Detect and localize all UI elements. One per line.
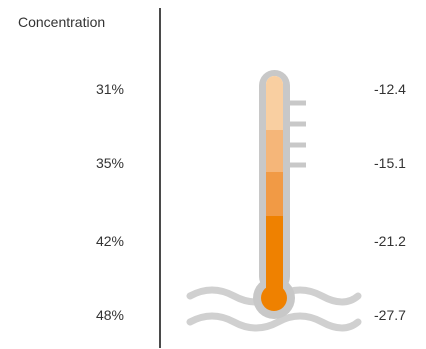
segment-1-square [266,90,283,130]
divider-line [159,8,161,348]
concentration-31: 31% [95,81,124,97]
value-12-4: -12.4 [374,81,406,97]
value-21-2: -21.2 [374,233,406,249]
thermometer-bulb [261,285,287,311]
segment-2 [266,130,283,172]
thermometer-icon [253,70,295,319]
value-15-1: -15.1 [374,155,406,171]
concentration-35: 35% [95,155,124,171]
concentration-48: 48% [95,307,124,323]
segment-3 [266,172,283,216]
concentration-header: Concentration [18,14,106,30]
segment-4 [266,216,283,298]
value-27-7: -27.7 [374,307,406,323]
concentration-42: 42% [95,233,124,249]
wave-bottom [186,312,362,332]
